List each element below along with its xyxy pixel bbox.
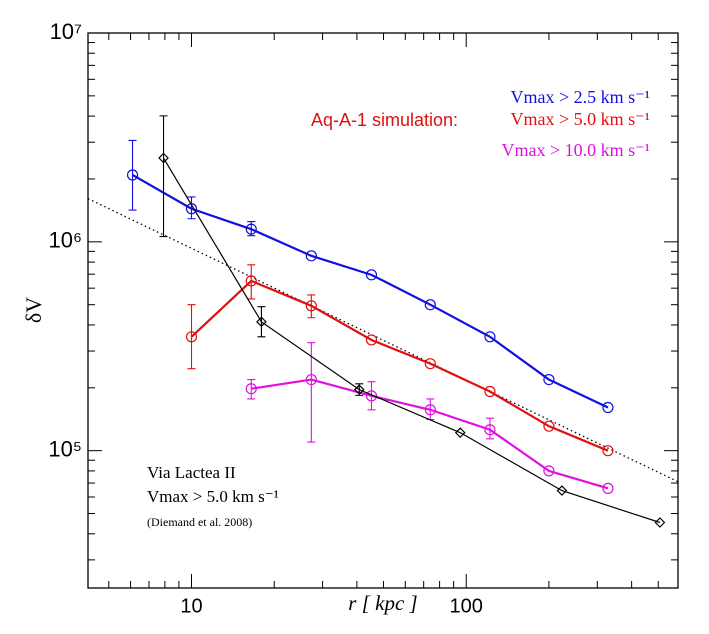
marker bbox=[602, 401, 614, 414]
legend-group-label: Aq-A-1 simulation: bbox=[311, 110, 458, 130]
marker bbox=[543, 373, 555, 386]
legend-entry: Vmax > 10.0 km s⁻¹ bbox=[501, 140, 650, 160]
marker bbox=[454, 427, 466, 438]
marker bbox=[484, 385, 496, 398]
legend-entry: Vmax > 5.0 km s⁻¹ bbox=[510, 109, 650, 129]
error-bar bbox=[485, 417, 494, 440]
marker bbox=[365, 334, 378, 346]
x-tick-label: 10 bbox=[180, 595, 202, 617]
marker bbox=[365, 390, 378, 402]
error-bar bbox=[159, 115, 168, 238]
marker bbox=[543, 465, 555, 477]
marker bbox=[602, 482, 614, 494]
marker bbox=[256, 316, 267, 328]
marker bbox=[185, 331, 198, 343]
marker bbox=[543, 420, 555, 432]
marker bbox=[424, 404, 436, 416]
x-axis-label: r [ kpc ] bbox=[348, 591, 417, 615]
legend-entry: Vmax > 2.5 km s⁻¹ bbox=[510, 87, 650, 107]
marker bbox=[602, 445, 614, 457]
annotation: (Diemand et al. 2008) bbox=[147, 515, 252, 529]
marker bbox=[305, 373, 317, 386]
y-axis-label: δV bbox=[21, 297, 46, 323]
marker bbox=[245, 223, 257, 235]
error-bar bbox=[307, 294, 316, 319]
error-bar bbox=[367, 381, 376, 411]
error-bar bbox=[247, 264, 256, 300]
annotation: Vmax > 5.0 km s⁻¹ bbox=[147, 487, 279, 506]
marker bbox=[126, 169, 139, 181]
marker bbox=[424, 299, 436, 311]
error-bar bbox=[247, 379, 256, 400]
series-line bbox=[163, 157, 661, 524]
marker bbox=[365, 269, 378, 281]
plot-frame bbox=[87, 32, 679, 589]
y-tick-label: 10⁶ bbox=[48, 228, 82, 253]
error-bar bbox=[307, 342, 316, 443]
marker bbox=[424, 358, 436, 370]
series-line bbox=[131, 174, 609, 409]
marker bbox=[305, 250, 317, 262]
marker bbox=[484, 424, 496, 436]
error-bar bbox=[187, 304, 196, 370]
marker bbox=[305, 300, 317, 312]
reference-line bbox=[87, 198, 679, 483]
legend-entry: Via Lactea II bbox=[147, 463, 236, 482]
marker bbox=[353, 384, 365, 395]
series-line bbox=[251, 378, 609, 490]
marker bbox=[484, 331, 496, 343]
series-line bbox=[190, 279, 609, 452]
marker bbox=[245, 275, 257, 287]
y-tick-label: 10⁷ bbox=[50, 19, 82, 44]
x-tick-label: 100 bbox=[450, 595, 483, 617]
y-tick-label: 10⁵ bbox=[48, 436, 82, 461]
error-bar bbox=[257, 306, 266, 338]
marker bbox=[245, 383, 257, 395]
error-bar bbox=[187, 196, 196, 220]
marker bbox=[654, 517, 666, 528]
marker bbox=[556, 485, 568, 496]
error-bar bbox=[128, 139, 137, 211]
marker bbox=[158, 152, 169, 164]
